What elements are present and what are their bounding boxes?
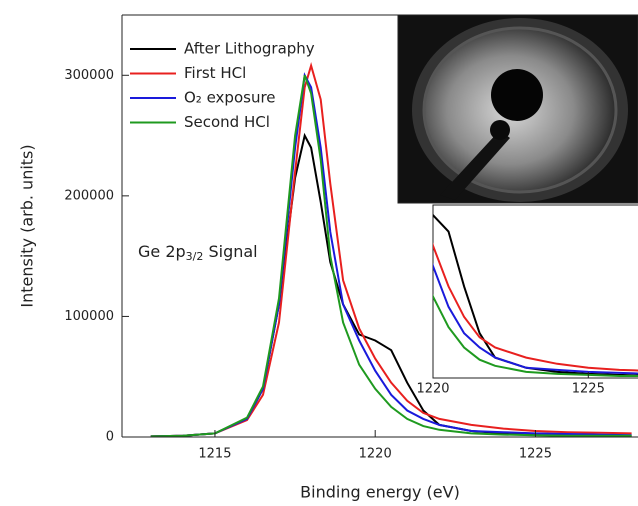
legend-label: First HCl bbox=[184, 64, 246, 82]
legend-label: Second HCl bbox=[184, 113, 270, 131]
annotation-text: Signal bbox=[203, 242, 257, 261]
y-axis-label: Intensity (arb. units) bbox=[18, 144, 37, 307]
inset-x-tick-label: 1220 bbox=[416, 382, 449, 397]
y-tick-label: 200000 bbox=[64, 188, 114, 203]
annotation-subscript: 3/2 bbox=[186, 250, 204, 263]
annotation-text: Ge 2p bbox=[138, 242, 186, 261]
photo-inset bbox=[398, 15, 638, 203]
chart: Binding energy (eV) Intensity (arb. unit… bbox=[0, 0, 638, 506]
zoom-inset-frame bbox=[433, 205, 638, 378]
x-tick-label: 1220 bbox=[359, 447, 392, 462]
x-tick-label: 1215 bbox=[198, 447, 231, 462]
y-tick-label: 0 bbox=[106, 430, 114, 445]
y-tick-label: 300000 bbox=[64, 68, 114, 83]
y-tick-label: 100000 bbox=[64, 309, 114, 324]
legend-label: O₂ exposure bbox=[184, 89, 276, 107]
x-axis-label: Binding energy (eV) bbox=[300, 483, 460, 502]
x-tick-label: 1225 bbox=[519, 447, 552, 462]
inset-x-tick-label: 1225 bbox=[572, 382, 605, 397]
annotation: Ge 2p3/2 Signal bbox=[138, 242, 258, 264]
legend-label: After Lithography bbox=[184, 40, 315, 58]
